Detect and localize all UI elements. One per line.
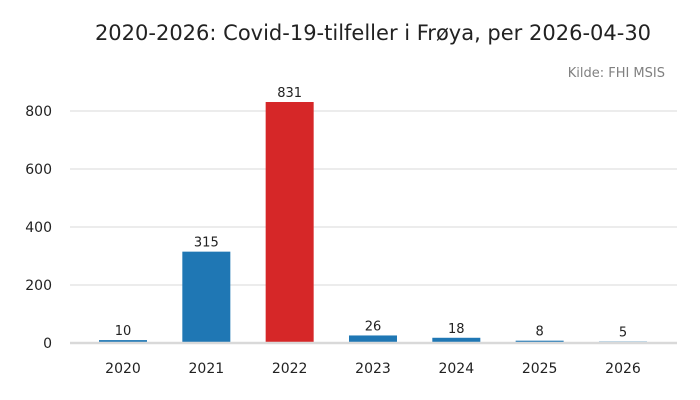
y-tick-label-400: 400 bbox=[25, 220, 52, 236]
bar-2023 bbox=[348, 335, 397, 343]
data-label-2026: 5 bbox=[619, 326, 627, 341]
x-axis-ticks: 2020 2021 2022 2023 2024 2025 2026 bbox=[105, 361, 641, 377]
data-label-2020: 10 bbox=[115, 324, 132, 339]
x-tick-label-2020: 2020 bbox=[105, 361, 141, 377]
bar-2022 bbox=[265, 102, 314, 343]
x-tick-label-2025: 2025 bbox=[522, 361, 558, 377]
x-tick-label-2022: 2022 bbox=[272, 361, 308, 377]
bars bbox=[99, 102, 647, 343]
data-labels: 10 315 831 26 18 8 5 bbox=[115, 86, 627, 341]
y-tick-label-200: 200 bbox=[25, 278, 52, 294]
data-label-2021: 315 bbox=[194, 236, 219, 251]
chart-source: Kilde: FHI MSIS bbox=[568, 66, 665, 81]
bar-2020 bbox=[99, 340, 147, 343]
grid-lines bbox=[70, 110, 677, 286]
chart-title: 2020-2026: Covid-19-tilfeller i Frøya, p… bbox=[95, 21, 651, 45]
y-tick-label-0: 0 bbox=[43, 336, 52, 352]
data-label-2022: 831 bbox=[277, 86, 302, 101]
y-tick-label-600: 600 bbox=[25, 162, 52, 178]
x-tick-label-2024: 2024 bbox=[438, 361, 474, 377]
data-label-2025: 8 bbox=[536, 325, 544, 340]
y-axis-ticks: 0 200 400 600 800 bbox=[25, 104, 52, 352]
x-tick-label-2023: 2023 bbox=[355, 361, 391, 377]
bar-2021 bbox=[182, 251, 231, 343]
x-tick-label-2021: 2021 bbox=[189, 361, 225, 377]
data-label-2023: 26 bbox=[365, 319, 382, 334]
y-tick-label-800: 800 bbox=[25, 104, 52, 120]
x-tick-label-2026: 2026 bbox=[605, 361, 641, 377]
data-label-2024: 18 bbox=[448, 322, 465, 337]
bar-2024 bbox=[432, 337, 481, 343]
